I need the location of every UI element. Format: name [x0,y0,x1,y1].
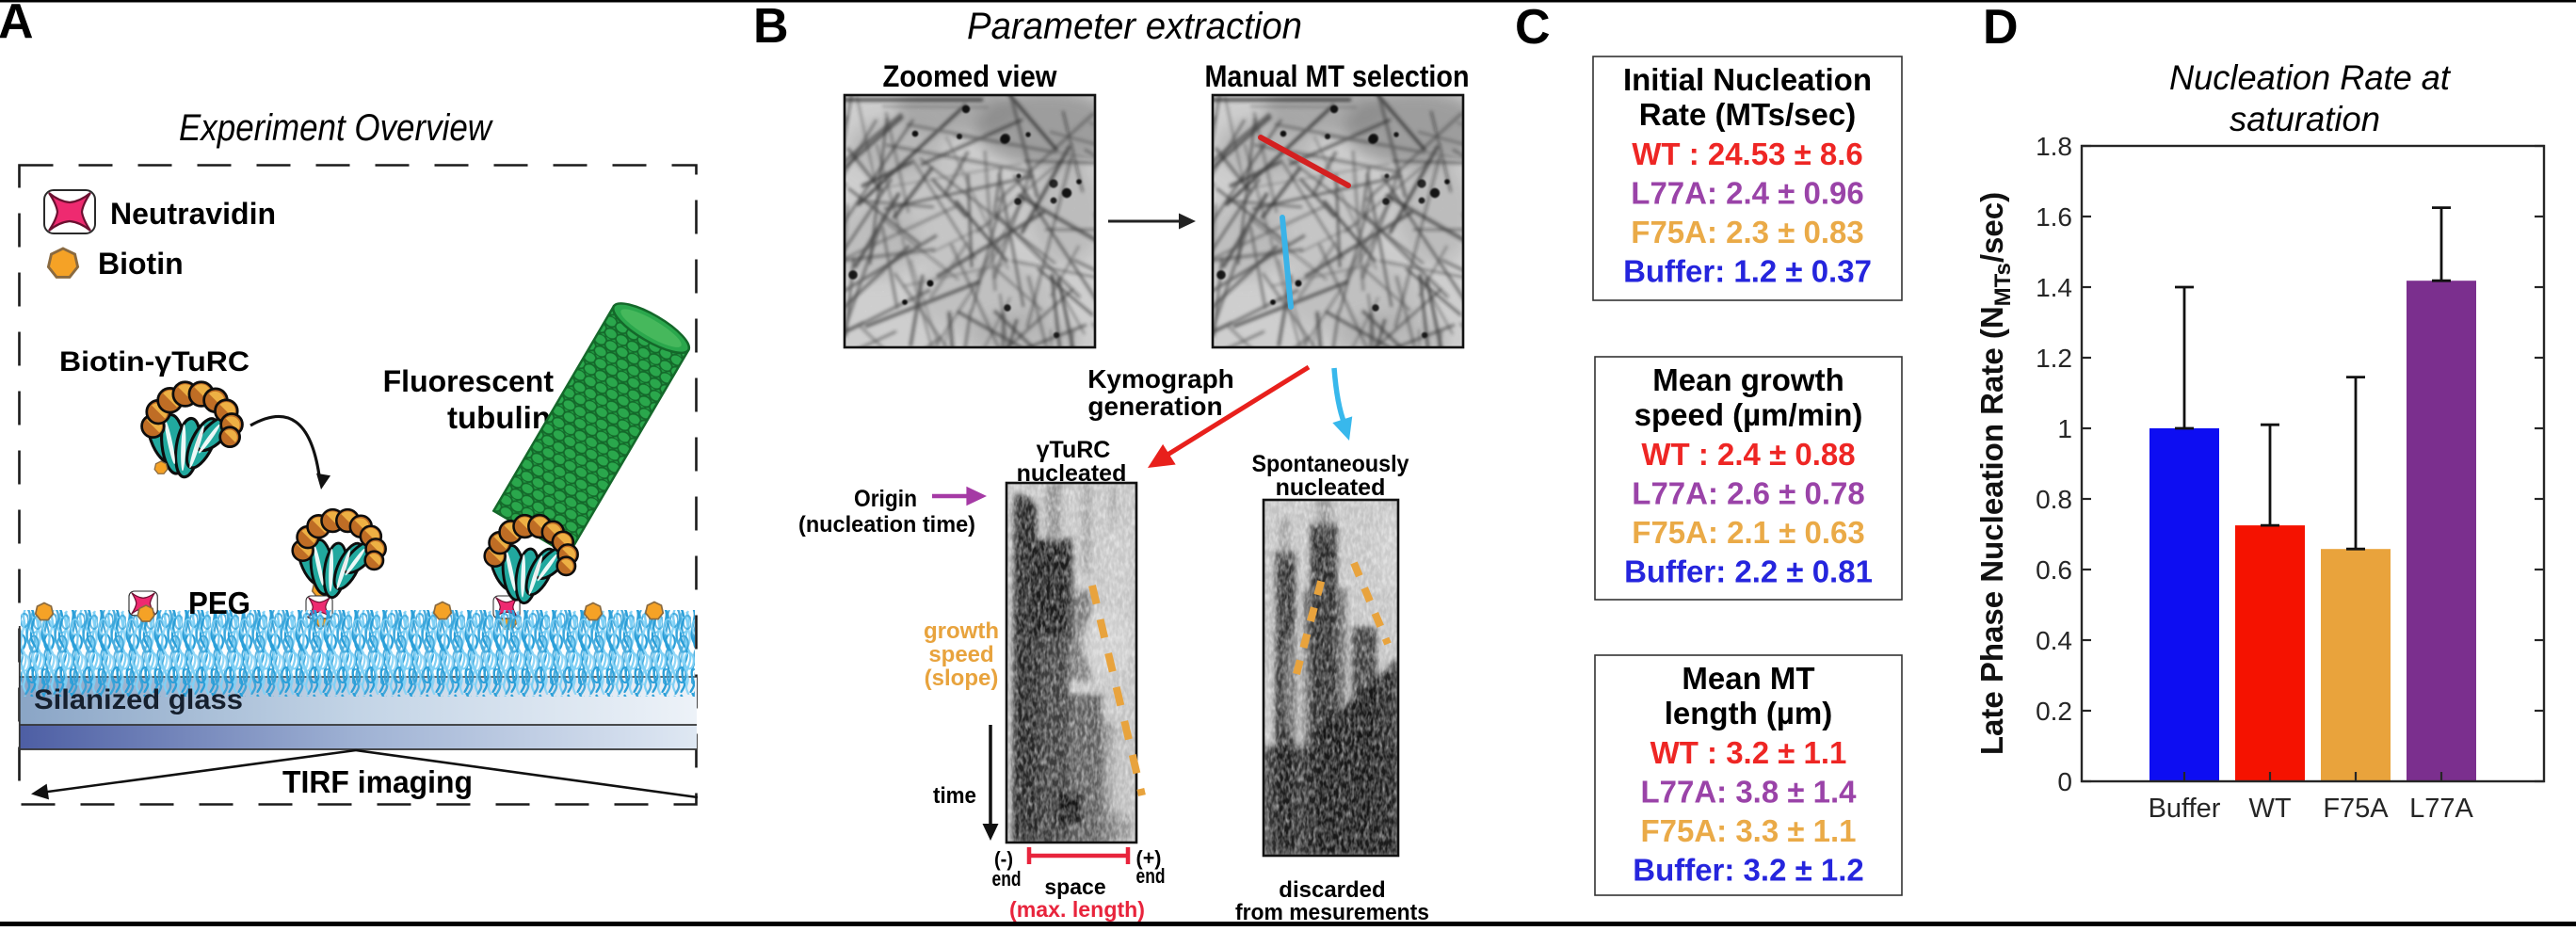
svg-text:0.4: 0.4 [2036,626,2072,655]
svg-text:from mesurements: from mesurements [1235,900,1429,925]
svg-text:Biotin-γTuRC: Biotin-γTuRC [59,346,250,377]
svg-text:1.2: 1.2 [2036,344,2072,373]
svg-text:WT: WT [2248,794,2291,824]
svg-text:1: 1 [2057,414,2072,443]
svg-text:F75A: 2.3 ± 0.83: F75A: 2.3 ± 0.83 [1631,215,1863,249]
svg-text:Manual MT selection: Manual MT selection [1205,59,1470,93]
svg-text:Buffer: 1.2 ± 0.37: Buffer: 1.2 ± 0.37 [1623,254,1872,289]
svg-text:γTuRC: γTuRC [1037,437,1111,463]
svg-text:space: space [1044,875,1105,899]
svg-text:Buffer: Buffer [2149,794,2221,824]
svg-text:Fluorescent: Fluorescent [383,364,555,398]
svg-text:time: time [933,783,976,809]
svg-text:L77A: 2.6 ± 0.78: L77A: 2.6 ± 0.78 [1632,476,1864,511]
svg-text:1.8: 1.8 [2036,132,2072,161]
svg-text:Initial Nucleation: Initial Nucleation [1623,62,1872,97]
svg-text:Silanized glass: Silanized glass [34,684,243,715]
svg-text:nucleated: nucleated [1276,474,1386,501]
svg-text:speed: speed [928,642,993,667]
svg-text:end: end [1136,864,1166,888]
svg-text:growth: growth [924,618,999,644]
svg-text:F75A: F75A [2323,794,2389,824]
svg-text:L77A: 2.4 ± 0.96: L77A: 2.4 ± 0.96 [1631,176,1863,211]
svg-text:end: end [992,867,1022,891]
svg-text:WT : 2.4 ± 0.88: WT : 2.4 ± 0.88 [1641,437,1855,472]
svg-text:L77A: L77A [2409,794,2473,824]
svg-text:(nucleation time): (nucleation time) [798,512,975,538]
svg-text:Nucleation Rate at: Nucleation Rate at [2169,58,2452,97]
svg-text:TIRF imaging: TIRF imaging [282,764,473,799]
svg-text:Buffer: 3.2 ± 1.2: Buffer: 3.2 ± 1.2 [1633,853,1864,888]
svg-text:F75A: 2.1 ± 0.63: F75A: 2.1 ± 0.63 [1632,515,1864,550]
svg-text:A: A [0,0,34,49]
svg-text:WT : 24.53 ± 8.6: WT : 24.53 ± 8.6 [1632,136,1863,171]
svg-text:Kymograph: Kymograph [1087,364,1234,393]
svg-text:length (µm): length (µm) [1665,696,1833,730]
svg-text:B: B [753,0,789,54]
svg-text:Zoomed view: Zoomed view [883,59,1057,93]
svg-text:F75A: 3.3 ± 1.1: F75A: 3.3 ± 1.1 [1640,813,1856,848]
svg-text:Rate (MTs/sec): Rate (MTs/sec) [1639,97,1856,132]
svg-text:(-): (-) [994,847,1013,871]
svg-text:0: 0 [2057,767,2072,796]
svg-text:(+): (+) [1136,846,1162,870]
svg-text:discarded: discarded [1279,877,1385,903]
svg-text:Parameter extraction: Parameter extraction [967,6,1302,47]
svg-text:saturation: saturation [2230,100,2380,138]
svg-text:0.6: 0.6 [2036,555,2072,585]
svg-text:Buffer: 2.2 ± 0.81: Buffer: 2.2 ± 0.81 [1624,554,1873,589]
svg-text:1.4: 1.4 [2036,273,2072,302]
svg-text:Neutravidin: Neutravidin [110,197,276,231]
svg-text:0.8: 0.8 [2036,485,2072,514]
svg-text:0.2: 0.2 [2036,697,2072,726]
svg-text:WT : 3.2 ± 1.1: WT : 3.2 ± 1.1 [1650,735,1847,770]
svg-text:C: C [1515,0,1551,55]
svg-text:(slope): (slope) [925,666,999,691]
svg-text:L77A: 3.8 ± 1.4: L77A: 3.8 ± 1.4 [1640,775,1857,810]
svg-text:generation: generation [1087,392,1222,421]
svg-text:PEG: PEG [188,586,250,620]
svg-text:Spontaneously: Spontaneously [1252,451,1409,477]
svg-text:Mean growth: Mean growth [1652,362,1844,397]
svg-text:speed (µm/min): speed (µm/min) [1634,397,1863,432]
svg-text:D: D [1983,0,2019,55]
svg-text:(max. length): (max. length) [1009,897,1145,922]
svg-text:1.6: 1.6 [2036,202,2072,232]
svg-text:Biotin: Biotin [98,247,184,281]
svg-text:Origin: Origin [854,486,917,512]
svg-text:tubulin: tubulin [447,400,551,435]
svg-text:Experiment Overview: Experiment Overview [179,107,494,149]
svg-text:Mean MT: Mean MT [1682,661,1814,696]
